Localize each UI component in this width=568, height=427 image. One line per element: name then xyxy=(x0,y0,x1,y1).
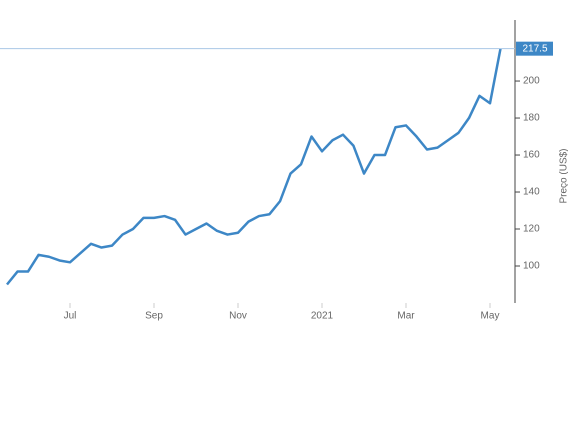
price-line xyxy=(6,48,502,286)
last-value-label: 217.5 xyxy=(522,43,547,54)
y-tick-label: 140 xyxy=(523,187,540,198)
x-tick-label: May xyxy=(481,311,500,322)
y-tick-label: 120 xyxy=(523,224,540,235)
x-tick-label: 2021 xyxy=(311,311,334,322)
y-tick-label: 200 xyxy=(523,76,540,87)
y-tick-label: 160 xyxy=(523,150,540,161)
x-tick-label: Nov xyxy=(229,311,247,322)
last-value-box xyxy=(516,41,553,56)
x-tick-label: Sep xyxy=(145,311,163,322)
x-tick-label: Mar xyxy=(397,311,415,322)
y-tick-label: 180 xyxy=(523,113,540,124)
y-tick-label: 100 xyxy=(523,261,540,272)
x-tick-label: Jul xyxy=(64,311,77,322)
y-axis-label: Preço (US$) xyxy=(559,148,568,203)
